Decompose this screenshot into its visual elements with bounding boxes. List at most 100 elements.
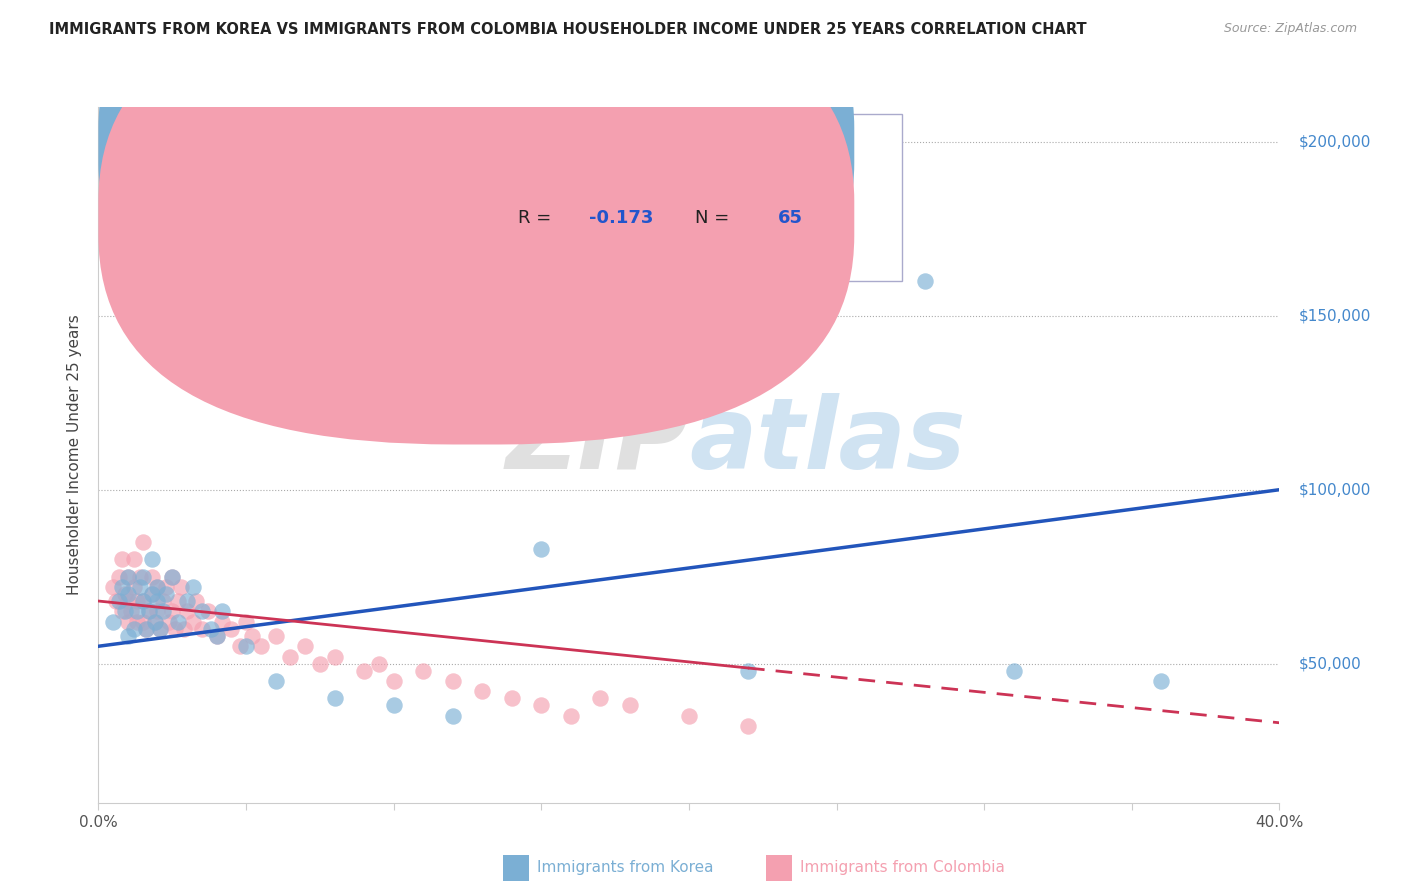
- Point: [132, 534, 155, 549]
- Point: [278, 649, 302, 664]
- Point: [117, 587, 139, 601]
- Point: [737, 719, 759, 733]
- Point: [114, 605, 136, 619]
- Point: [120, 605, 142, 619]
- Point: [149, 622, 172, 636]
- Point: [211, 605, 233, 619]
- Text: $50,000: $50,000: [1299, 657, 1362, 671]
- Point: [141, 552, 163, 566]
- Point: [678, 708, 700, 723]
- Y-axis label: Householder Income Under 25 years: Householder Income Under 25 years: [67, 315, 83, 595]
- Point: [197, 605, 219, 619]
- Point: [146, 594, 169, 608]
- Point: [103, 615, 125, 629]
- Point: [250, 639, 273, 653]
- Point: [149, 622, 172, 636]
- Point: [146, 580, 169, 594]
- Point: [135, 622, 157, 636]
- Text: Immigrants from Korea: Immigrants from Korea: [537, 861, 714, 875]
- Point: [157, 615, 180, 629]
- FancyBboxPatch shape: [98, 0, 855, 371]
- Point: [122, 580, 145, 594]
- Point: [619, 698, 641, 713]
- FancyBboxPatch shape: [98, 0, 855, 444]
- Point: [117, 594, 139, 608]
- Point: [211, 615, 233, 629]
- Point: [125, 615, 148, 629]
- Text: Immigrants from Colombia: Immigrants from Colombia: [800, 861, 1005, 875]
- Point: [103, 580, 125, 594]
- Point: [167, 594, 190, 608]
- Point: [235, 615, 257, 629]
- Point: [200, 622, 222, 636]
- Point: [108, 594, 131, 608]
- Point: [146, 580, 169, 594]
- Point: [191, 605, 214, 619]
- Point: [162, 570, 183, 584]
- Point: [138, 605, 160, 619]
- Text: R =: R =: [517, 136, 557, 154]
- Point: [125, 594, 148, 608]
- Point: [181, 580, 204, 594]
- Point: [264, 629, 287, 643]
- Text: R =: R =: [517, 210, 557, 227]
- Point: [1150, 674, 1173, 689]
- Point: [181, 615, 204, 629]
- Text: Source: ZipAtlas.com: Source: ZipAtlas.com: [1223, 22, 1357, 36]
- Text: 65: 65: [778, 210, 803, 227]
- Point: [309, 657, 332, 671]
- Point: [125, 605, 148, 619]
- Point: [530, 541, 553, 556]
- Point: [323, 649, 346, 664]
- Point: [219, 622, 242, 636]
- Text: IMMIGRANTS FROM KOREA VS IMMIGRANTS FROM COLOMBIA HOUSEHOLDER INCOME UNDER 25 YE: IMMIGRANTS FROM KOREA VS IMMIGRANTS FROM…: [49, 22, 1087, 37]
- Point: [589, 691, 612, 706]
- Point: [141, 587, 163, 601]
- Point: [412, 664, 434, 678]
- Point: [235, 639, 257, 653]
- Point: [530, 698, 553, 713]
- Point: [108, 570, 131, 584]
- Text: -0.173: -0.173: [589, 210, 652, 227]
- Point: [152, 605, 174, 619]
- Point: [914, 274, 936, 288]
- Point: [737, 664, 759, 678]
- Point: [441, 708, 464, 723]
- Point: [105, 594, 128, 608]
- Text: N =: N =: [683, 136, 734, 154]
- Point: [122, 622, 145, 636]
- Point: [143, 615, 166, 629]
- Point: [382, 674, 405, 689]
- Point: [114, 587, 136, 601]
- Point: [167, 615, 190, 629]
- Point: [176, 594, 198, 608]
- Point: [128, 580, 150, 594]
- Point: [132, 615, 155, 629]
- Text: 0.402: 0.402: [589, 136, 645, 154]
- Point: [132, 570, 155, 584]
- Point: [132, 594, 155, 608]
- Text: atlas: atlas: [689, 392, 966, 490]
- Point: [240, 629, 263, 643]
- Point: [165, 622, 187, 636]
- Point: [155, 580, 177, 594]
- Point: [117, 629, 139, 643]
- Point: [152, 594, 174, 608]
- Point: [132, 594, 155, 608]
- Text: ZIP: ZIP: [506, 392, 689, 490]
- Point: [205, 629, 228, 643]
- Point: [111, 552, 134, 566]
- Point: [323, 691, 346, 706]
- Point: [184, 594, 207, 608]
- Point: [501, 691, 523, 706]
- Text: N =: N =: [695, 210, 735, 227]
- Point: [155, 587, 177, 601]
- Point: [173, 622, 195, 636]
- Point: [205, 629, 228, 643]
- Point: [441, 674, 464, 689]
- Text: $100,000: $100,000: [1299, 483, 1371, 497]
- Text: $150,000: $150,000: [1299, 309, 1371, 323]
- FancyBboxPatch shape: [429, 114, 901, 281]
- Point: [128, 570, 150, 584]
- Point: [264, 674, 287, 689]
